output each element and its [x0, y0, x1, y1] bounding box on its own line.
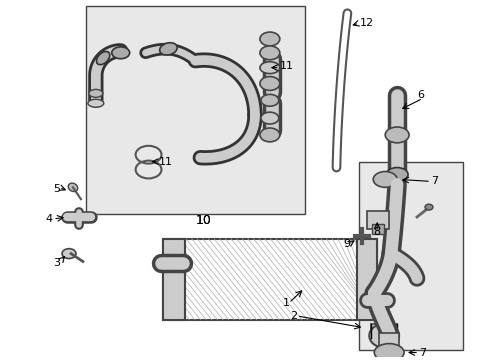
Bar	[379, 333, 398, 347]
Text: 4: 4	[45, 214, 52, 224]
Text: 7: 7	[418, 347, 425, 357]
Text: 12: 12	[359, 18, 373, 28]
Ellipse shape	[373, 343, 403, 360]
Ellipse shape	[386, 167, 407, 181]
Bar	[357, 239, 376, 320]
Bar	[359, 162, 462, 350]
Bar	[163, 239, 185, 320]
Bar	[370, 324, 396, 338]
Ellipse shape	[261, 112, 278, 124]
Text: 11: 11	[158, 157, 172, 167]
Text: 1: 1	[282, 298, 289, 308]
Text: 7: 7	[430, 176, 437, 186]
Ellipse shape	[368, 324, 398, 347]
Ellipse shape	[260, 77, 279, 90]
Text: 6: 6	[416, 90, 423, 100]
Bar	[86, 6, 304, 214]
Ellipse shape	[424, 204, 432, 210]
Ellipse shape	[96, 51, 109, 65]
Ellipse shape	[88, 99, 103, 107]
Bar	[366, 211, 388, 229]
Text: 2: 2	[289, 311, 296, 321]
Text: 8: 8	[372, 227, 380, 237]
Ellipse shape	[62, 249, 76, 258]
Ellipse shape	[159, 43, 177, 55]
Text: 10: 10	[195, 215, 211, 228]
Bar	[371, 224, 384, 234]
Ellipse shape	[261, 94, 278, 106]
Ellipse shape	[112, 47, 129, 59]
Ellipse shape	[68, 183, 78, 192]
Text: 9: 9	[343, 239, 350, 249]
Text: 11: 11	[279, 61, 293, 71]
Ellipse shape	[260, 62, 279, 73]
Ellipse shape	[260, 128, 279, 142]
Ellipse shape	[385, 127, 408, 143]
Text: 10: 10	[195, 215, 211, 228]
Bar	[163, 239, 376, 320]
Ellipse shape	[260, 46, 279, 60]
Ellipse shape	[372, 171, 396, 187]
Text: 5: 5	[53, 184, 60, 194]
Ellipse shape	[260, 32, 279, 46]
Ellipse shape	[89, 89, 102, 97]
Text: 3: 3	[53, 258, 60, 269]
